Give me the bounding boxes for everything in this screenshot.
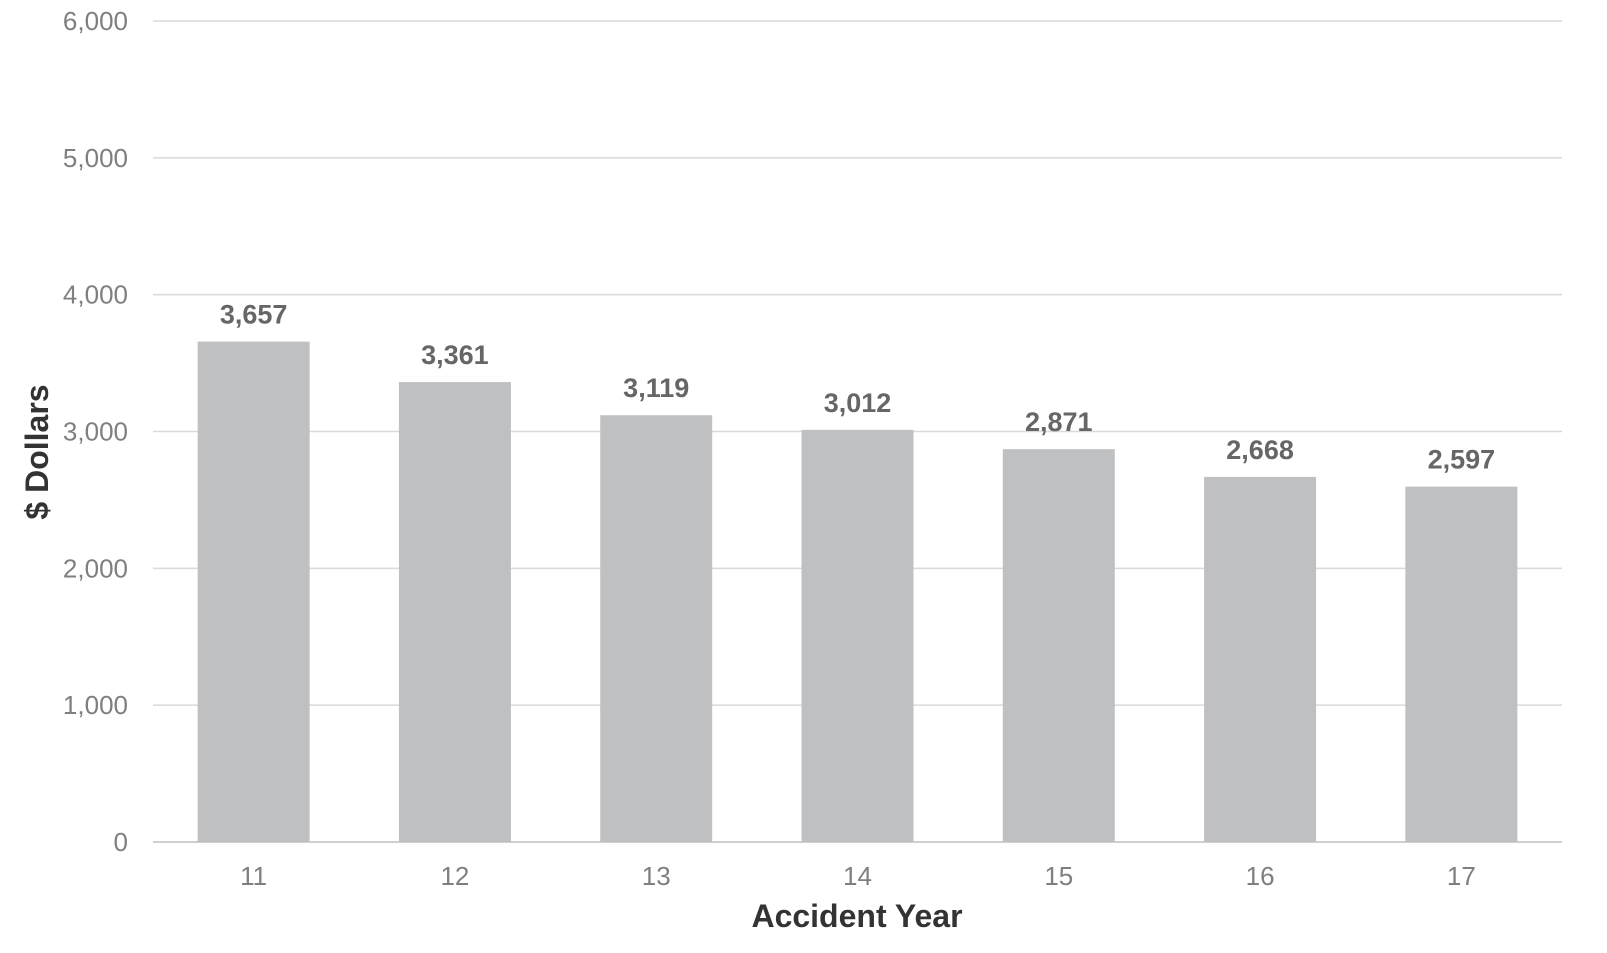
y-axis-title: $ Dollars bbox=[19, 384, 55, 519]
bar bbox=[600, 415, 713, 842]
x-axis-ticks: 11 12 13 14 15 16 17 bbox=[240, 861, 1476, 891]
bars bbox=[197, 341, 1518, 842]
bar-data-label: 3,012 bbox=[824, 388, 892, 418]
y-tick-label: 6,000 bbox=[63, 6, 128, 36]
bar bbox=[801, 429, 914, 842]
bar-data-label: 2,871 bbox=[1025, 407, 1093, 437]
x-tick-label: 12 bbox=[440, 861, 469, 891]
x-tick-label: 16 bbox=[1246, 861, 1275, 891]
x-tick-label: 13 bbox=[642, 861, 671, 891]
y-tick-label: 3,000 bbox=[63, 417, 128, 447]
x-tick-label: 11 bbox=[240, 861, 267, 891]
bar bbox=[398, 382, 511, 842]
y-tick-label: 1,000 bbox=[63, 690, 128, 720]
bar bbox=[1405, 486, 1518, 842]
y-tick-label: 4,000 bbox=[63, 280, 128, 310]
bar-data-label: 3,657 bbox=[220, 300, 288, 330]
bar bbox=[197, 341, 310, 842]
y-tick-label: 0 bbox=[114, 827, 128, 857]
x-tick-label: 15 bbox=[1044, 861, 1073, 891]
bar-data-label: 2,668 bbox=[1226, 435, 1294, 465]
data-labels: 3,657 3,361 3,119 3,012 2,871 2,668 2,597 bbox=[220, 300, 1495, 475]
bar bbox=[1002, 449, 1115, 842]
y-tick-label: 5,000 bbox=[63, 143, 128, 173]
bar-data-label: 2,597 bbox=[1428, 445, 1496, 475]
bar bbox=[1204, 476, 1317, 842]
x-tick-label: 14 bbox=[843, 861, 872, 891]
x-axis-title: Accident Year bbox=[751, 898, 962, 934]
y-axis-ticks: 0 1,000 2,000 3,000 4,000 5,000 6,000 bbox=[63, 6, 128, 857]
bar-data-label: 3,119 bbox=[623, 373, 689, 403]
bar-data-label: 3,361 bbox=[421, 340, 489, 370]
gridlines bbox=[153, 20, 1562, 843]
y-tick-label: 2,000 bbox=[63, 553, 128, 583]
x-tick-label: 17 bbox=[1447, 861, 1476, 891]
